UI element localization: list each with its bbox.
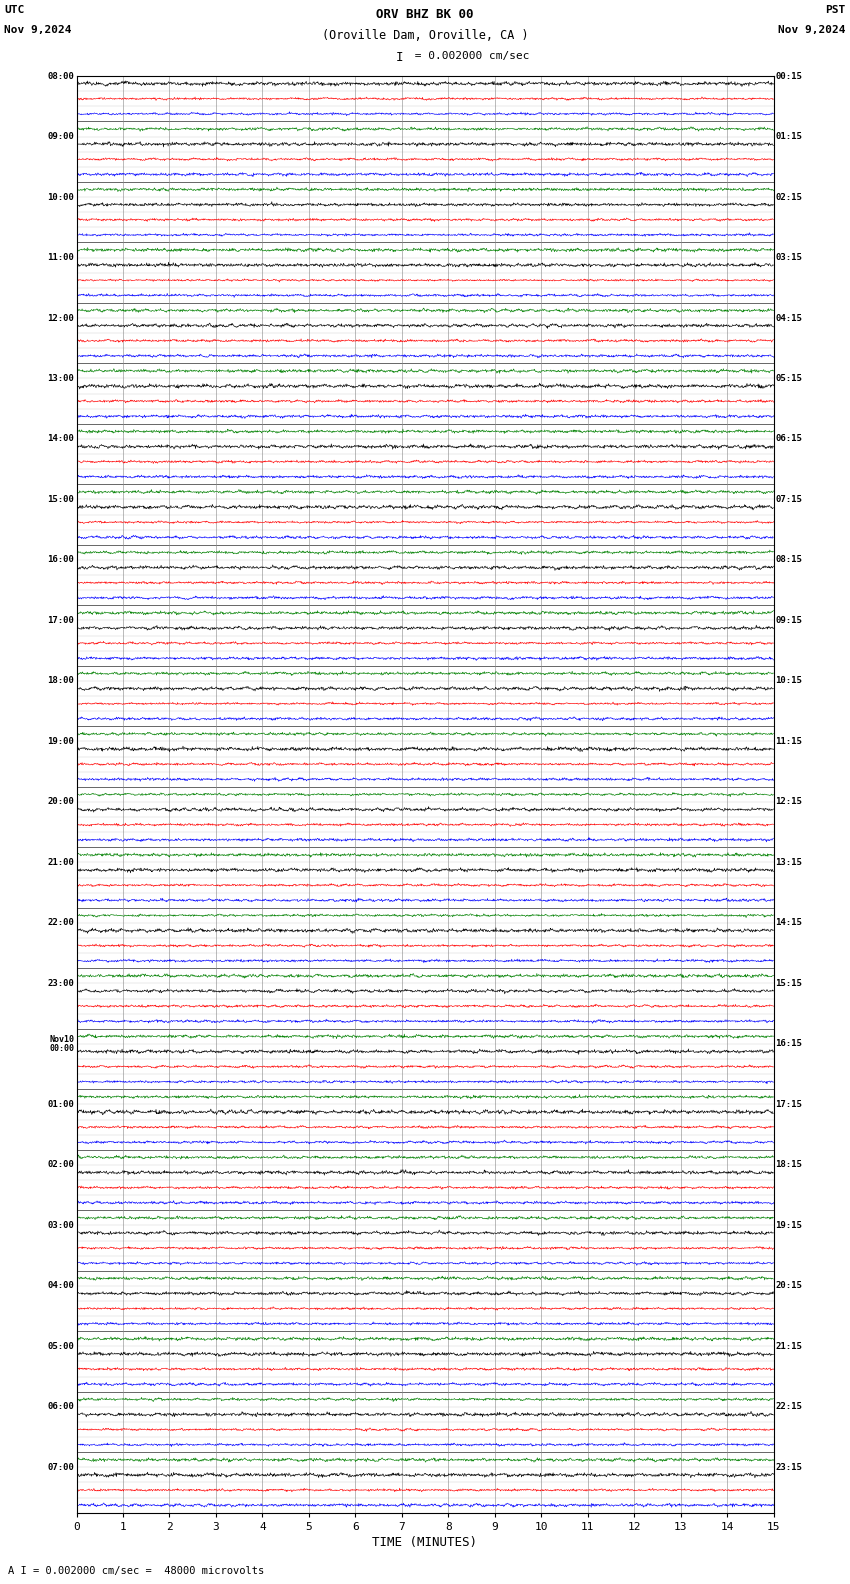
Text: 18:15: 18:15: [775, 1161, 802, 1169]
Text: 10:00: 10:00: [48, 193, 75, 201]
Text: 21:15: 21:15: [775, 1342, 802, 1351]
Text: PST: PST: [825, 5, 846, 14]
Text: 14:15: 14:15: [775, 919, 802, 927]
Text: 07:00: 07:00: [48, 1464, 75, 1472]
Text: 07:15: 07:15: [775, 494, 802, 504]
Text: 06:15: 06:15: [775, 434, 802, 444]
Text: 05:15: 05:15: [775, 374, 802, 383]
Text: 13:00: 13:00: [48, 374, 75, 383]
Text: 12:15: 12:15: [775, 797, 802, 806]
Text: 18:00: 18:00: [48, 676, 75, 686]
Text: 19:00: 19:00: [48, 737, 75, 746]
Text: (Oroville Dam, Oroville, CA ): (Oroville Dam, Oroville, CA ): [321, 29, 529, 41]
Text: 21:00: 21:00: [48, 859, 75, 866]
Text: 23:00: 23:00: [48, 979, 75, 988]
Text: 09:00: 09:00: [48, 131, 75, 141]
Text: = 0.002000 cm/sec: = 0.002000 cm/sec: [408, 51, 530, 60]
Text: 09:15: 09:15: [775, 616, 802, 626]
Text: I: I: [396, 51, 403, 63]
Text: 16:00: 16:00: [48, 556, 75, 564]
Text: 22:00: 22:00: [48, 919, 75, 927]
Text: 23:15: 23:15: [775, 1464, 802, 1472]
Text: 17:15: 17:15: [775, 1099, 802, 1109]
Text: 16:15: 16:15: [775, 1039, 802, 1049]
Text: Nov 9,2024: Nov 9,2024: [4, 25, 71, 35]
Text: UTC: UTC: [4, 5, 25, 14]
Text: 17:00: 17:00: [48, 616, 75, 626]
Text: 01:15: 01:15: [775, 131, 802, 141]
Text: 02:15: 02:15: [775, 193, 802, 201]
Text: 03:15: 03:15: [775, 253, 802, 261]
Text: 04:15: 04:15: [775, 314, 802, 323]
Text: 11:15: 11:15: [775, 737, 802, 746]
Text: 02:00: 02:00: [48, 1161, 75, 1169]
Text: 15:15: 15:15: [775, 979, 802, 988]
Text: 08:15: 08:15: [775, 556, 802, 564]
Text: A I = 0.002000 cm/sec =  48000 microvolts: A I = 0.002000 cm/sec = 48000 microvolts: [8, 1567, 264, 1576]
Text: Nov 9,2024: Nov 9,2024: [779, 25, 846, 35]
Text: 20:00: 20:00: [48, 797, 75, 806]
Text: 14:00: 14:00: [48, 434, 75, 444]
Text: 08:00: 08:00: [48, 71, 75, 81]
Text: 01:00: 01:00: [48, 1099, 75, 1109]
Text: 00:00: 00:00: [49, 1044, 75, 1053]
Text: 03:00: 03:00: [48, 1221, 75, 1229]
Text: 19:15: 19:15: [775, 1221, 802, 1229]
Text: 13:15: 13:15: [775, 859, 802, 866]
Text: 20:15: 20:15: [775, 1281, 802, 1291]
Text: Nov10: Nov10: [49, 1034, 75, 1044]
Text: 05:00: 05:00: [48, 1342, 75, 1351]
X-axis label: TIME (MINUTES): TIME (MINUTES): [372, 1536, 478, 1549]
Text: 12:00: 12:00: [48, 314, 75, 323]
Text: 00:15: 00:15: [775, 71, 802, 81]
Text: 11:00: 11:00: [48, 253, 75, 261]
Text: 04:00: 04:00: [48, 1281, 75, 1291]
Text: ORV BHZ BK 00: ORV BHZ BK 00: [377, 8, 473, 21]
Text: 06:00: 06:00: [48, 1402, 75, 1411]
Text: 22:15: 22:15: [775, 1402, 802, 1411]
Text: 10:15: 10:15: [775, 676, 802, 686]
Text: 15:00: 15:00: [48, 494, 75, 504]
